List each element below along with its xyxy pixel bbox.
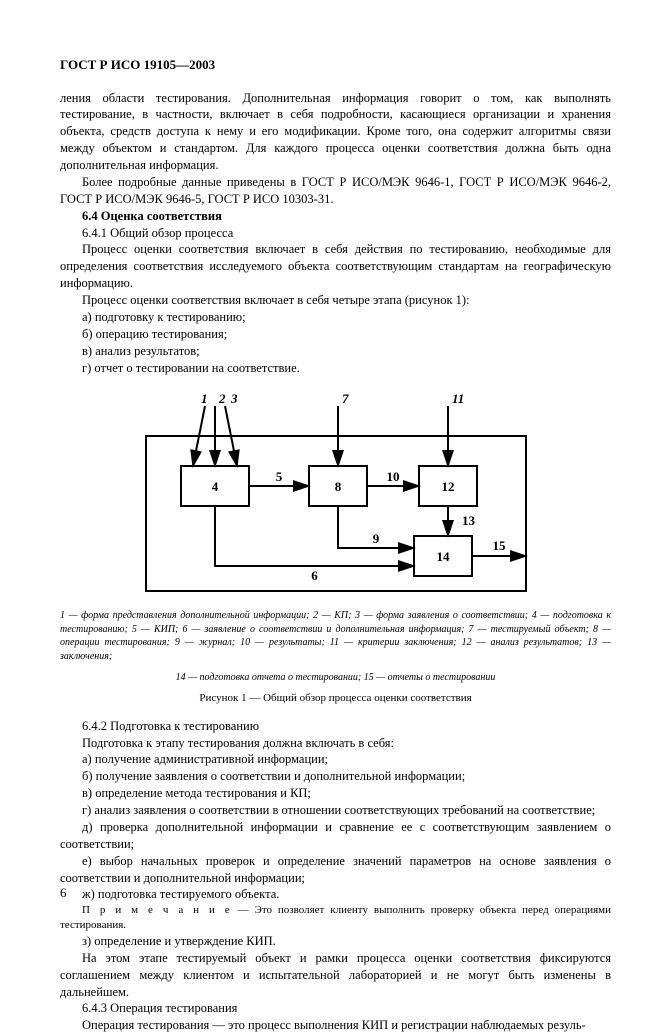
svg-text:1: 1 <box>201 391 208 406</box>
svg-text:9: 9 <box>372 531 379 546</box>
svg-text:4: 4 <box>211 479 218 494</box>
paragraph: На этом этапе тестируемый объект и рамки… <box>60 950 611 1001</box>
figure-legend-line2: 14 — подготовка отчета о тестировании; 1… <box>60 671 611 685</box>
svg-text:13: 13 <box>462 513 476 528</box>
paragraph: Операция тестирования — это процесс выпо… <box>60 1017 611 1034</box>
list-item: ж) подготовка тестируемого объекта. <box>60 886 611 903</box>
list-item: б) операцию тестирования; <box>60 326 611 343</box>
list-item: г) отчет о тестировании на соответствие. <box>60 360 611 377</box>
figure-legend: 1 — форма представления дополнительной и… <box>60 609 611 663</box>
list-item: б) получение заявления о соответствии и … <box>60 768 611 785</box>
svg-text:5: 5 <box>275 469 282 484</box>
section-heading-6-4-1: 6.4.1 Общий обзор процесса <box>60 225 611 242</box>
svg-text:12: 12 <box>441 479 454 494</box>
svg-text:8: 8 <box>334 479 341 494</box>
section-heading-6-4-2: 6.4.2 Подготовка к тестированию <box>60 718 611 735</box>
svg-text:11: 11 <box>452 391 464 406</box>
note: П р и м е ч а н и е — Это позволяет клие… <box>60 903 611 933</box>
list-item: з) определение и утверждение КИП. <box>60 933 611 950</box>
document-page: ГОСТ Р ИСО 19105—2003 ления области тест… <box>0 0 661 936</box>
list-item: в) анализ результатов; <box>60 343 611 360</box>
svg-text:3: 3 <box>230 391 238 406</box>
paragraph: Процесс оценки соответствия включает в с… <box>60 292 611 309</box>
list-item: а) подготовку к тестированию; <box>60 309 611 326</box>
list-item: г) анализ заявления о соответствии в отн… <box>60 802 611 819</box>
paragraph: Подготовка к этапу тестирования должна в… <box>60 735 611 752</box>
paragraph: ления области тестирования. Дополнительн… <box>60 90 611 174</box>
svg-text:6: 6 <box>311 568 318 583</box>
svg-text:14: 14 <box>436 549 450 564</box>
flowchart-svg: 481214123711510139615 <box>136 386 536 596</box>
list-item: д) проверка дополнительной информации и … <box>60 819 611 853</box>
figure-caption: Рисунок 1 — Общий обзор процесса оценки … <box>60 691 611 706</box>
document-header: ГОСТ Р ИСО 19105—2003 <box>60 56 611 74</box>
list-item: е) выбор начальных проверок и определени… <box>60 853 611 887</box>
svg-text:2: 2 <box>218 391 226 406</box>
note-label: П р и м е ч а н и е <box>82 904 232 916</box>
list-item: в) определение метода тестирования и КП; <box>60 785 611 802</box>
svg-text:10: 10 <box>386 469 399 484</box>
section-heading-6-4: 6.4 Оценка соответствия <box>60 208 611 225</box>
svg-text:7: 7 <box>342 391 349 406</box>
figure-diagram: 481214123711510139615 <box>60 386 611 601</box>
page-number: 6 <box>60 884 67 902</box>
section-heading-6-4-3: 6.4.3 Операция тестирования <box>60 1000 611 1017</box>
list-item: а) получение административной информации… <box>60 751 611 768</box>
svg-text:15: 15 <box>492 538 506 553</box>
paragraph: Более подробные данные приведены в ГОСТ … <box>60 174 611 208</box>
paragraph: Процесс оценки соответствия включает в с… <box>60 241 611 292</box>
